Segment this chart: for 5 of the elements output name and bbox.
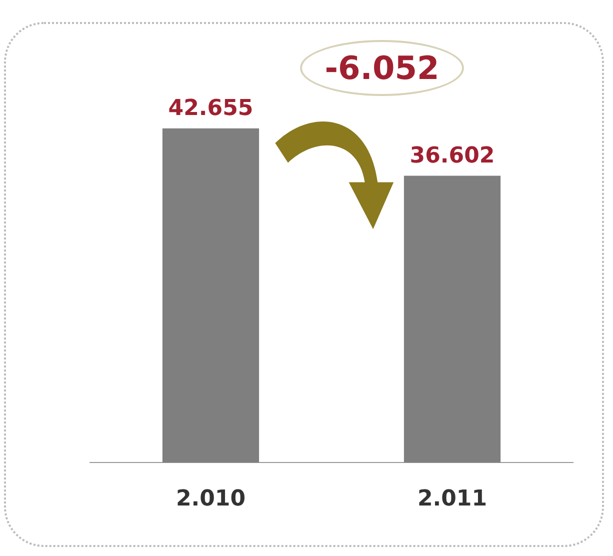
data-label: 36.602 (410, 144, 495, 169)
x-tick-label: 2.010 (176, 486, 246, 512)
data-label: 42.655 (168, 96, 254, 122)
text: -6.052 (300, 40, 464, 96)
x-tick-label: 2.011 (417, 486, 488, 512)
